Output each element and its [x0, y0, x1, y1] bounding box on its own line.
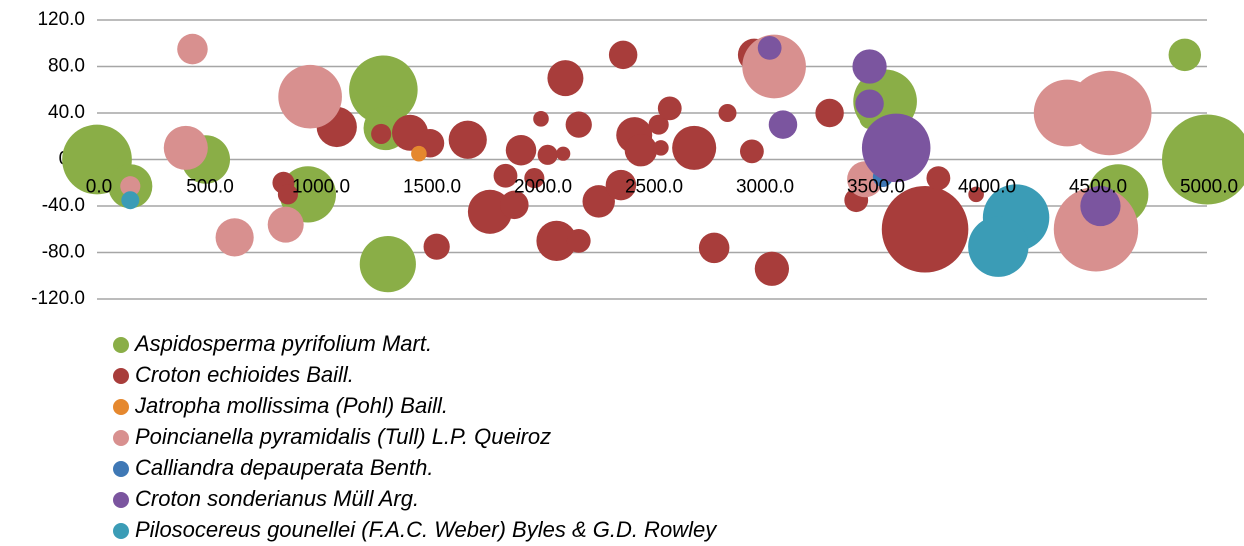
x-tick-label: 4500.0 — [1069, 177, 1127, 198]
bubble — [423, 233, 450, 260]
bubble — [349, 55, 418, 125]
bubble — [536, 220, 577, 261]
bubble — [547, 60, 584, 97]
bubble — [177, 33, 208, 65]
bubble — [757, 35, 782, 60]
bubble — [359, 236, 416, 293]
x-tick-label: 2500.0 — [625, 177, 683, 198]
legend-label: Croton sonderianus Müll Arg. — [135, 486, 419, 511]
legend-marker — [113, 368, 129, 384]
bubble — [852, 49, 887, 84]
bubble — [500, 190, 529, 220]
legend-marker — [113, 399, 129, 415]
bubble — [524, 168, 545, 189]
y-tick-label: 80.0 — [48, 56, 85, 77]
x-tick-label: 1000.0 — [292, 177, 350, 198]
bubble — [411, 145, 427, 162]
legend-marker — [113, 430, 129, 446]
legend-label: Calliandra depauperata Benth. — [135, 455, 433, 480]
bubble — [624, 133, 658, 167]
bubble — [926, 166, 951, 191]
bubble — [505, 134, 537, 166]
legend-label: Aspidosperma pyrifolium Mart. — [133, 331, 432, 356]
bubble — [1080, 185, 1121, 227]
x-tick-label: 4000.0 — [958, 177, 1016, 198]
legend-label: Jatropha mollissima (Pohl) Baill. — [134, 393, 448, 418]
bubble — [968, 186, 984, 203]
bubble — [648, 114, 669, 135]
bubble — [754, 251, 790, 286]
bubble — [605, 169, 637, 201]
x-tick-label: 2000.0 — [514, 177, 572, 198]
legend-marker — [113, 523, 129, 539]
bubble — [815, 98, 844, 128]
legend-label: Poincianella pyramidalis (Tull) L.P. Que… — [135, 424, 551, 449]
bubble — [855, 89, 884, 118]
legend-label: Croton echioides Baill. — [135, 362, 354, 387]
y-tick-label: -80.0 — [42, 242, 85, 263]
bubble — [739, 139, 764, 164]
bubble — [861, 113, 931, 183]
bubble — [672, 125, 717, 170]
y-tick-label: 120.0 — [37, 9, 85, 30]
bubble — [493, 163, 518, 188]
bubble — [566, 228, 591, 253]
legend-marker — [113, 461, 129, 477]
bubble — [582, 185, 615, 218]
bubble — [120, 176, 141, 197]
bubble — [1168, 38, 1202, 72]
bubble — [768, 110, 798, 139]
bubble — [371, 123, 392, 144]
bubble — [1067, 70, 1152, 156]
bubble — [163, 125, 208, 170]
bubble — [278, 64, 342, 129]
bubble — [565, 111, 592, 138]
x-tick-label: 0.0 — [86, 177, 112, 198]
bubble — [653, 140, 669, 156]
x-tick-label: 5000.0 — [1180, 177, 1238, 198]
bubble — [556, 146, 571, 161]
bubble — [448, 120, 487, 159]
bubble — [121, 191, 140, 210]
bubble — [215, 218, 254, 257]
x-tick-label: 1500.0 — [403, 177, 461, 198]
bubble — [267, 206, 304, 243]
bubble — [533, 111, 549, 127]
bubble — [1162, 114, 1244, 205]
bubble — [657, 96, 682, 121]
x-tick-label: 3500.0 — [847, 177, 905, 198]
legend-label: Pilosocereus gounellei (F.A.C. Weber) By… — [135, 517, 718, 542]
bubble — [537, 144, 558, 165]
bubble — [968, 216, 1029, 277]
x-tick-label: 500.0 — [186, 177, 234, 198]
y-tick-label: -40.0 — [42, 195, 85, 216]
bubble — [881, 185, 969, 273]
legend-marker — [113, 337, 129, 353]
bubble — [698, 232, 730, 264]
x-tick-label: 3000.0 — [736, 177, 794, 198]
y-tick-label: 40.0 — [48, 102, 85, 123]
y-tick-label: -120.0 — [31, 288, 85, 309]
bubble — [277, 184, 298, 205]
legend-marker — [113, 492, 129, 508]
bubble — [608, 40, 638, 70]
bubble — [718, 104, 737, 122]
